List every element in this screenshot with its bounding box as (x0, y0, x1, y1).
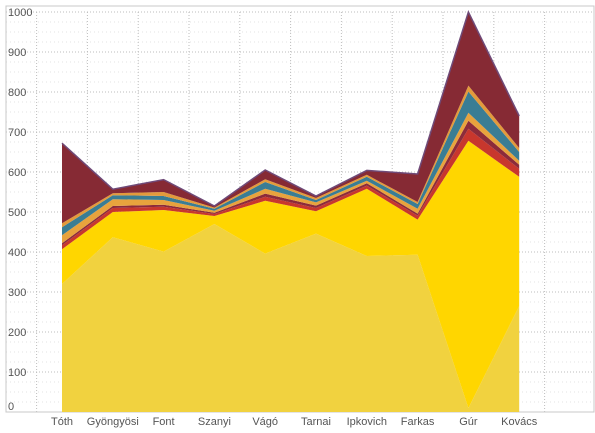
y-tick-label: 300 (8, 287, 26, 299)
y-tick-label: 700 (8, 127, 26, 139)
x-tick-label: Kovács (501, 416, 538, 428)
x-tick-label: Font (153, 416, 175, 428)
y-tick-label: 1000 (8, 7, 32, 19)
x-axis-tick-labels: Tóth Gyöngyösi Font Szanyi Vágó Tarnai Ipkovic… (51, 416, 538, 428)
x-tick-label: Tarnai (301, 416, 331, 428)
y-axis-tick-labels: 0 100 200 300 400 500 600 700 800 900 1000 (8, 7, 32, 413)
area-series-2 (62, 140, 520, 409)
y-tick-label: 0 (8, 401, 14, 413)
x-tick-label: Gyöngyösi (87, 416, 139, 428)
area-series-1 (62, 224, 520, 412)
area-series-3 (62, 128, 520, 250)
y-tick-label: 100 (8, 367, 26, 379)
area-series-6 (62, 91, 520, 236)
area-series (61, 9, 520, 412)
x-tick-label: Szanyi (198, 416, 231, 428)
y-tick-label: 800 (8, 87, 26, 99)
y-tick-label: 600 (8, 167, 26, 179)
x-tick-label: Tóth (51, 416, 73, 428)
y-tick-label: 900 (8, 47, 26, 59)
y-tick-label: 200 (8, 327, 26, 339)
x-tick-label: Gúr (459, 416, 478, 428)
x-tick-label: Ipkovich (347, 416, 387, 428)
y-tick-label: 400 (8, 247, 26, 259)
x-tick-label: Farkas (401, 416, 435, 428)
x-tick-label: Vágó (252, 416, 278, 428)
area-top-outline (61, 9, 520, 207)
y-tick-label: 500 (8, 207, 26, 219)
area-series-8 (62, 12, 520, 224)
